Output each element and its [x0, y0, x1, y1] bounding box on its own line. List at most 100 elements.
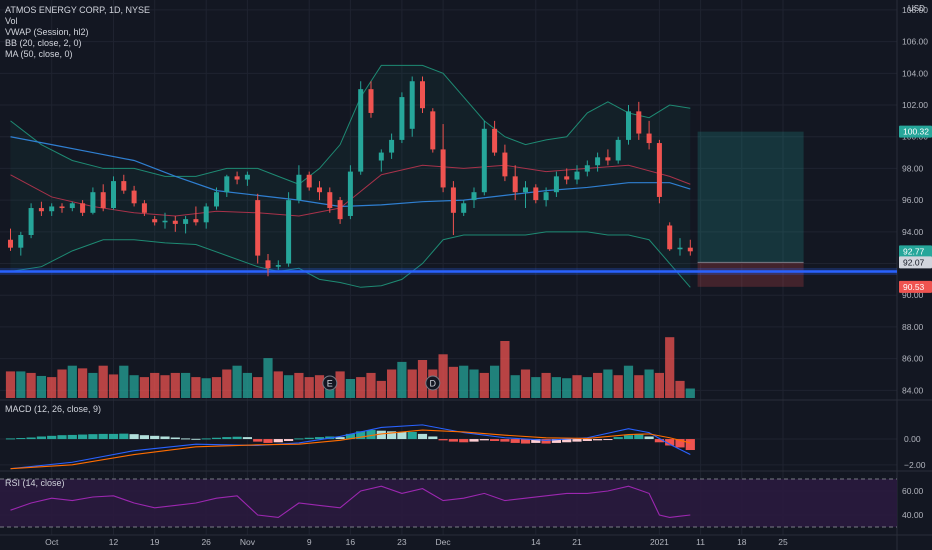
volume-bar	[78, 368, 88, 398]
candle-body	[286, 200, 292, 264]
time-tick-label: 16	[346, 537, 356, 547]
macd-histogram-bar	[222, 437, 232, 440]
macd-histogram-bar	[665, 439, 675, 446]
volume-bar	[582, 377, 592, 398]
candle-body	[523, 187, 528, 193]
time-tick-label: 18	[737, 537, 747, 547]
macd-histogram-bar	[634, 434, 644, 440]
macd-histogram-bar	[273, 439, 283, 443]
volume-bar	[284, 375, 294, 398]
volume-bar	[531, 377, 541, 398]
candle-body	[224, 176, 230, 193]
rsi-band-fill	[0, 479, 897, 527]
macd-histogram-bar	[191, 438, 201, 440]
candle-body	[584, 165, 590, 172]
volume-bar	[417, 360, 428, 398]
price-tick-label: 104.00	[902, 68, 928, 78]
macd-histogram-bar	[428, 436, 438, 440]
candle-body	[152, 219, 158, 223]
price-tick-label: 88.00	[902, 322, 924, 332]
macd-tick-label: 0.00	[904, 434, 921, 444]
candle-body	[69, 203, 75, 209]
macd-tick-label: −2.00	[904, 460, 926, 470]
price-tick-label: 98.00	[902, 163, 924, 173]
volume-bar	[294, 372, 304, 398]
macd-histogram-bar	[26, 437, 36, 440]
candle-body	[100, 192, 106, 209]
volume-bar	[67, 365, 77, 398]
volume-bar	[541, 372, 551, 398]
volume-bar	[623, 365, 634, 398]
candle-body	[90, 192, 96, 213]
candle-body	[389, 139, 395, 153]
volume-bar	[253, 377, 263, 398]
volume-bar	[675, 380, 685, 398]
macd-histogram-bar	[459, 439, 469, 443]
macd-histogram-bar	[500, 439, 510, 442]
time-tick-label: Dec	[436, 537, 452, 547]
price-tick-label: 94.00	[902, 227, 924, 237]
macd-histogram-bar	[139, 435, 149, 440]
candle-body	[420, 81, 425, 109]
indicator-ma[interactable]: MA (50, close, 0)	[5, 49, 73, 59]
candle-body	[203, 206, 209, 223]
volume-bar	[397, 361, 407, 398]
macd-histogram-bar	[593, 439, 603, 441]
bollinger-lower-line	[10, 231, 691, 288]
volume-bar	[170, 372, 180, 398]
macd-legend[interactable]: MACD (12, 26, close, 9)	[5, 404, 102, 414]
price-badge-text-entry: 92.07	[903, 257, 925, 267]
macd-histogram-bar	[644, 436, 654, 440]
macd-histogram-bar	[654, 439, 664, 443]
price-badge-last	[899, 245, 932, 258]
candle-body	[172, 220, 178, 224]
candle-body	[49, 206, 55, 212]
candle-body	[244, 174, 250, 180]
volume-bar	[201, 378, 211, 398]
candle-body	[80, 203, 86, 213]
macd-histogram-bar	[304, 437, 314, 440]
indicator-vwap[interactable]: VWAP (Session, hl2)	[5, 27, 89, 37]
volume-bar	[47, 377, 57, 398]
macd-histogram-bar	[119, 433, 129, 440]
macd-histogram-bar	[47, 435, 57, 440]
volume-bar	[500, 341, 510, 398]
candle-body	[492, 128, 498, 153]
indicator-vol[interactable]: Vol	[5, 16, 18, 26]
rsi-tick-label: 60.00	[902, 486, 924, 496]
price-tick-label: 96.00	[902, 195, 924, 205]
volume-bar	[634, 375, 644, 398]
time-tick-label: 14	[531, 537, 541, 547]
macd-histogram-bar	[335, 437, 345, 440]
volume-bar	[685, 388, 695, 398]
volume-bar	[222, 369, 232, 398]
macd-histogram-bar	[16, 438, 26, 440]
time-tick-label: 9	[307, 537, 312, 547]
candle-body	[327, 192, 333, 209]
macd-histogram-bar	[263, 439, 273, 443]
candle-body	[28, 208, 34, 235]
candle-body	[141, 203, 147, 213]
macd-histogram-bar	[88, 434, 98, 440]
candle-body	[18, 234, 24, 248]
macd-histogram-bar	[613, 437, 623, 440]
price-badge-entry	[899, 256, 932, 269]
volume-bar	[448, 366, 458, 398]
macd-histogram-bar	[438, 439, 448, 441]
candle-body	[502, 152, 508, 177]
rsi-legend[interactable]: RSI (14, close)	[5, 478, 65, 488]
volume-bar	[57, 369, 67, 398]
macd-histogram-bar	[623, 435, 634, 440]
candle-body	[265, 260, 271, 269]
symbol-title[interactable]: ATMOS ENERGY CORP, 1D, NYSE	[5, 5, 151, 15]
indicator-bb[interactable]: BB (20, close, 2, 0)	[5, 38, 82, 48]
candle-body	[399, 97, 405, 140]
volume-bar	[5, 371, 16, 398]
event-marker-label: D	[430, 379, 437, 389]
volume-bar	[304, 377, 314, 398]
candle-body	[543, 192, 549, 201]
vwap-line	[10, 164, 691, 217]
time-tick-label: 26	[201, 537, 211, 547]
volume-bar	[644, 369, 654, 398]
